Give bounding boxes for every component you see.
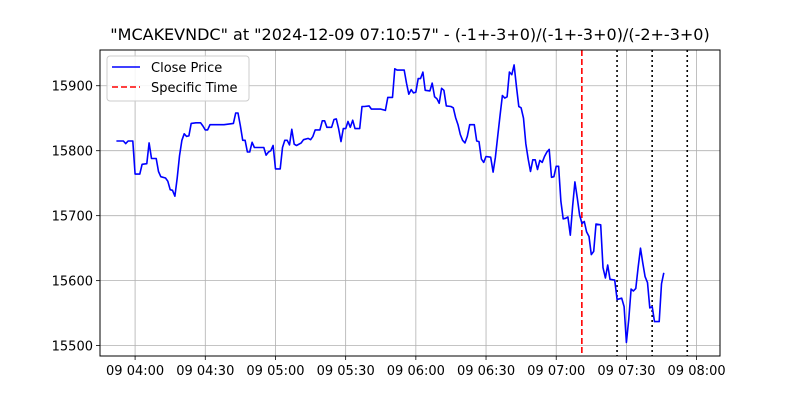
legend: Close Price Specific Time [106, 55, 250, 102]
x-tick-label: 09 05:30 [317, 364, 375, 379]
axis-ticks: 09 04:00 09 04:30 09 05:00 09 05:30 09 06:00… [52, 80, 726, 379]
legend-label-specific-time: Specific Time [151, 81, 238, 96]
x-tick-label: 09 06:00 [387, 364, 445, 379]
x-tick-label: 09 06:30 [457, 364, 515, 379]
y-tick-label: 15900 [52, 80, 93, 95]
x-tick-label: 09 05:00 [246, 364, 304, 379]
legend-label-close-price: Close Price [151, 61, 222, 76]
plot-frame [99, 49, 721, 357]
x-tick-label: 09 04:00 [106, 364, 164, 379]
close-price-line [116, 64, 665, 344]
x-tick-label: 09 07:00 [527, 364, 585, 379]
chart-title: "MCAKEVNDC" at "2024-12-09 07:10:57" - (… [110, 25, 709, 44]
x-tick-label: 09 04:30 [176, 364, 234, 379]
y-tick-label: 15600 [52, 275, 93, 290]
y-tick-label: 15500 [52, 340, 93, 355]
legend-box [106, 55, 250, 102]
x-tick-label: 09 07:30 [597, 364, 655, 379]
y-tick-label: 15700 [52, 210, 93, 225]
time-markers [616, 50, 689, 356]
y-tick-label: 15800 [52, 145, 93, 160]
x-tick-label: 09 08:00 [668, 364, 726, 379]
series-group [116, 50, 665, 356]
